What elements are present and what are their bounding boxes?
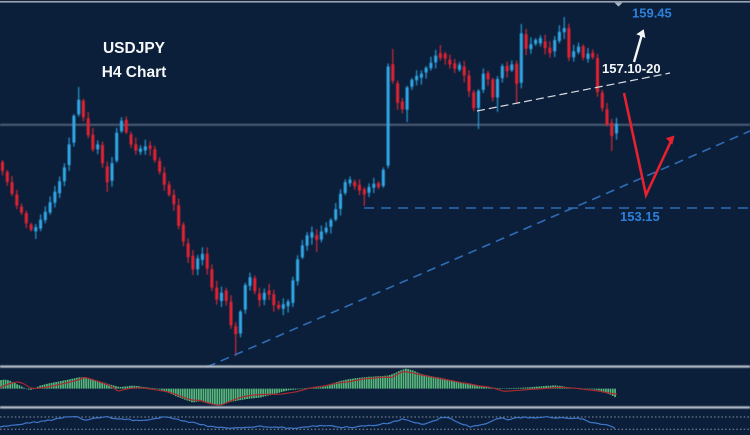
svg-text:157.10-20: 157.10-20 — [602, 61, 661, 76]
svg-text:USDJPY: USDJPY — [103, 40, 166, 57]
svg-text:153.15: 153.15 — [620, 209, 660, 224]
svg-text:159.45: 159.45 — [632, 6, 672, 21]
svg-text:H4 Chart: H4 Chart — [102, 64, 167, 81]
